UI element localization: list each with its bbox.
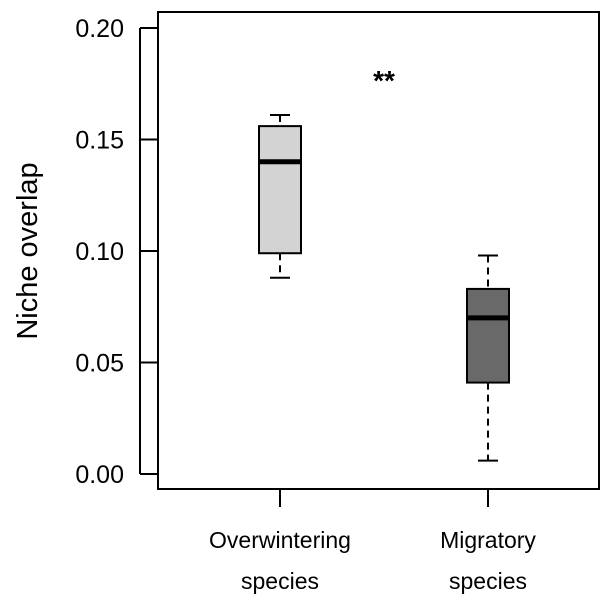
x-axis: Overwintering species Migratory species [209, 488, 536, 594]
y-tick-label: 0.00 [75, 461, 124, 489]
y-axis: 0.00 0.05 0.10 0.15 0.20 [75, 15, 158, 489]
y-tick-label: 0.10 [75, 238, 124, 266]
y-axis-label: Niche overlap [12, 162, 44, 339]
y-tick-label: 0.20 [75, 15, 124, 43]
y-tick-label: 0.15 [75, 127, 124, 155]
significance-annotation: ** [373, 65, 395, 96]
boxes [258, 113, 510, 462]
iqr-box [258, 125, 302, 255]
x-tick-label: Migratory [440, 527, 536, 553]
x-tick-label: species [449, 568, 527, 594]
x-tick-label: Overwintering [209, 527, 351, 553]
box-1 [258, 113, 302, 279]
y-tick-label: 0.05 [75, 350, 124, 378]
iqr-box [466, 287, 510, 384]
box-2 [466, 254, 510, 462]
x-tick-label: species [241, 568, 319, 594]
